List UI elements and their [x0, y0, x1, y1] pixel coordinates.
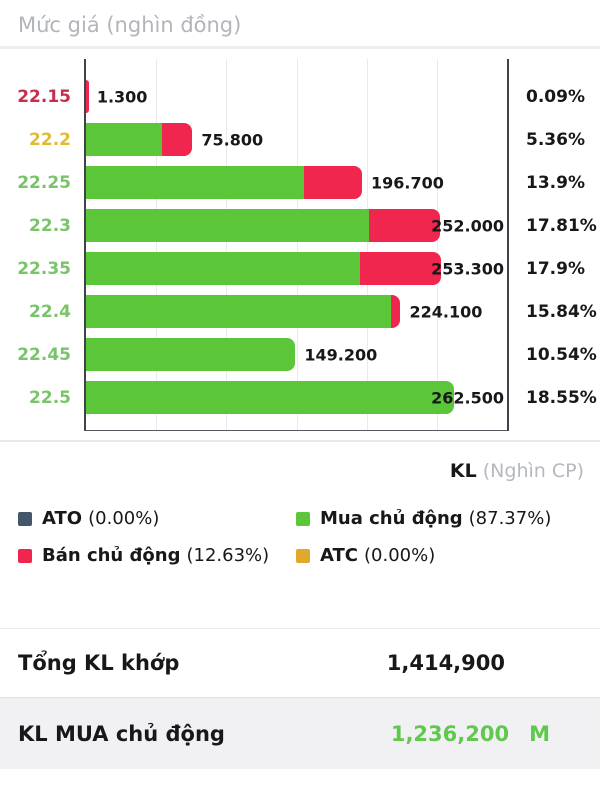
divider — [0, 440, 600, 442]
buy-segment — [86, 123, 163, 156]
volume-bar — [86, 166, 363, 199]
legend-percent: (0.00%) — [364, 545, 436, 566]
total-matched-label: Tổng KL khớp — [18, 651, 180, 675]
total-matched-value: 1,414,900 — [386, 651, 505, 675]
price-tick-label: 22.4 — [29, 301, 71, 322]
legend-name: Mua chủ động — [320, 508, 463, 529]
percent-label: 15.84% — [526, 301, 597, 322]
total-buy-value: 1,236,200 — [390, 721, 510, 746]
legend-name: ATO — [42, 508, 83, 529]
volume-bar-row[interactable]: 262.500 — [86, 376, 507, 419]
page-title: Mức giá (nghìn đồng) — [18, 13, 242, 37]
price-tick-label: 22.45 — [17, 344, 71, 365]
legend-swatch-icon — [296, 548, 310, 563]
sell-segment — [360, 252, 442, 285]
buy-segment — [86, 381, 455, 414]
volume-bar-row[interactable]: 224.100 — [86, 290, 507, 333]
volume-bar — [86, 381, 455, 414]
percent-column: 0.09% 5.36% 13.9% 17.81% 17.9% 15.84% 10.54% 18… — [507, 59, 600, 431]
legend-percent: (87.37%) — [468, 508, 552, 529]
buy-segment — [86, 338, 296, 371]
volume-bar-row[interactable]: 196.700 — [86, 161, 507, 204]
sell-segment — [390, 295, 401, 328]
bar-value-label: 224.100 — [409, 302, 483, 321]
percent-label: 17.9% — [526, 258, 585, 279]
legend-swatch-icon — [18, 548, 32, 563]
volume-bar — [86, 338, 296, 371]
price-tick-label: 22.3 — [29, 215, 71, 236]
axis-unit-label: KL (Nghìn CP) — [0, 460, 600, 482]
legend-name: Bán chủ động — [42, 545, 181, 566]
legend-item[interactable]: Bán chủ động (12.63%) — [18, 545, 296, 566]
unit-toggle-badge[interactable]: M — [529, 721, 550, 746]
bar-value-label: 253.300 — [431, 259, 504, 278]
volume-bar-row[interactable]: 1.300 — [86, 75, 507, 118]
price-axis: 22.15 22.2 22.25 22.3 22.35 22.4 22.45 22.5 — [0, 59, 84, 431]
gridline — [156, 59, 158, 430]
volume-bar — [86, 295, 401, 328]
volume-bar — [86, 252, 442, 285]
total-buy-row: KL MUA chủ động 1,236,200 M — [0, 697, 600, 769]
percent-label: 5.36% — [526, 129, 585, 150]
price-tick-label: 22.25 — [17, 172, 71, 193]
percent-label: 10.54% — [526, 344, 597, 365]
volume-bar-row[interactable]: 253.300 — [86, 247, 507, 290]
total-buy-label: KL MUA chủ động — [18, 721, 225, 746]
sell-segment — [369, 209, 440, 242]
sell-segment — [162, 123, 193, 156]
legend: ATO (0.00%) Mua chủ động (87.37%) Bán chủ độ… — [0, 508, 600, 566]
bar-value-label: 1.300 — [96, 87, 148, 106]
buy-segment — [86, 209, 370, 242]
bar-value-label: 75.800 — [201, 130, 264, 149]
gridline — [436, 59, 438, 430]
bar-value-label: 252.000 — [431, 216, 504, 235]
sell-segment — [86, 80, 89, 113]
axis-unit-muted: (Nghìn CP) — [482, 460, 584, 482]
percent-label: 18.55% — [526, 387, 597, 408]
total-matched-row: Tổng KL khớp 1,414,900 — [0, 629, 600, 697]
legend-percent: (0.00%) — [88, 508, 160, 529]
gridline — [226, 59, 228, 430]
bar-value-label: 262.500 — [431, 388, 504, 407]
bar-value-label: 196.700 — [371, 173, 444, 192]
price-tick-label: 22.15 — [17, 86, 71, 107]
buy-segment — [86, 166, 305, 199]
legend-swatch-icon — [296, 511, 310, 526]
buy-segment — [86, 295, 391, 328]
axis-unit-bold: KL — [449, 460, 477, 482]
divider — [0, 628, 600, 629]
legend-item[interactable]: ATC (0.00%) — [296, 545, 582, 566]
sell-segment — [304, 166, 363, 199]
bar-value-label: 149.200 — [304, 345, 378, 364]
legend-percent: (12.63%) — [186, 545, 270, 566]
percent-label: 0.09% — [526, 86, 585, 107]
buy-segment — [86, 252, 361, 285]
volume-bar-row[interactable]: 252.000 — [86, 204, 507, 247]
price-volume-panel: Mức giá (nghìn đồng) 22.15 22.2 22.25 22.3 2… — [0, 13, 600, 769]
legend-item[interactable]: Mua chủ động (87.37%) — [296, 508, 582, 529]
price-tick-label: 22.35 — [17, 258, 71, 279]
volume-bar — [86, 80, 89, 113]
percent-label: 17.81% — [526, 215, 597, 236]
chart-plot-area: 1.300 75.800 196.700 252.000 253.300 224.100 1… — [84, 59, 507, 431]
gridline — [366, 59, 368, 430]
volume-bar-row[interactable]: 149.200 — [86, 333, 507, 376]
volume-bar-row[interactable]: 75.800 — [86, 118, 507, 161]
volume-by-price-chart: 22.15 22.2 22.25 22.3 22.35 22.4 22.45 22.5 1.3… — [0, 59, 600, 431]
price-tick-label: 22.2 — [29, 129, 71, 150]
price-tick-label: 22.5 — [29, 387, 71, 408]
volume-bar — [86, 123, 193, 156]
legend-item[interactable]: ATO (0.00%) — [18, 508, 296, 529]
legend-swatch-icon — [18, 511, 32, 526]
divider — [0, 46, 600, 49]
legend-name: ATC — [320, 545, 359, 566]
percent-label: 13.9% — [526, 172, 585, 193]
gridline — [296, 59, 298, 430]
volume-bar — [86, 209, 440, 242]
